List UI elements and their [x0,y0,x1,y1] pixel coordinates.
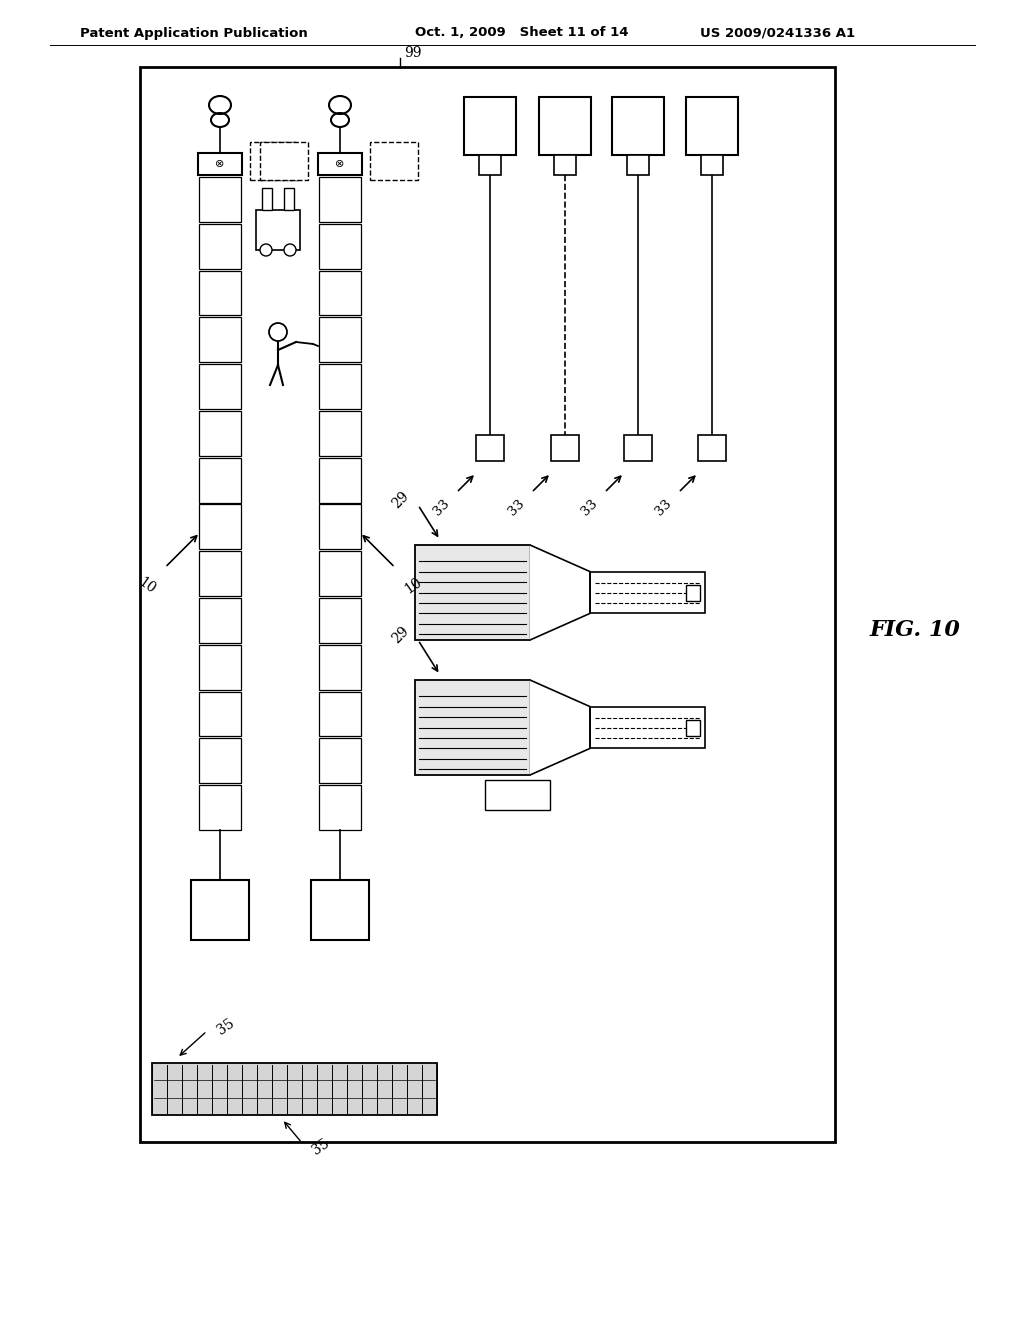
Bar [319,598,361,643]
Bar [590,572,705,614]
Text: 33: 33 [506,496,527,517]
Bar [319,458,361,503]
Bar [199,504,241,549]
Text: Oct. 1, 2009   Sheet 11 of 14: Oct. 1, 2009 Sheet 11 of 14 [415,26,629,40]
Bar [250,143,298,180]
Bar [262,187,272,210]
Text: 35: 35 [310,1137,333,1158]
Bar [551,436,579,461]
Text: 10: 10 [135,574,158,597]
Bar [415,680,530,775]
Bar [485,780,550,810]
Text: 35: 35 [215,1016,238,1038]
Bar [199,411,241,455]
Bar [319,317,361,362]
Bar [319,364,361,409]
Bar [311,880,369,940]
Bar [319,738,361,783]
Circle shape [269,323,287,341]
Bar [199,598,241,643]
Bar [479,154,501,176]
Bar [260,143,308,180]
Text: 33: 33 [431,496,453,517]
Polygon shape [530,545,590,640]
Bar [624,436,652,461]
Bar [319,411,361,455]
Text: ⊗: ⊗ [335,158,345,169]
Bar [284,187,294,210]
Text: 99: 99 [404,46,422,59]
Text: US 2009/0241336 A1: US 2009/0241336 A1 [700,26,855,40]
Bar [199,738,241,783]
Bar [198,153,242,176]
Bar [701,154,723,176]
Bar [539,96,591,154]
Text: 33: 33 [580,496,600,517]
Bar [476,436,504,461]
Bar [319,271,361,315]
Bar [199,364,241,409]
Bar [199,785,241,830]
Text: FIG. 10: FIG. 10 [870,619,961,642]
Bar [199,224,241,268]
Bar [199,645,241,689]
Bar [612,96,664,154]
Bar [140,67,835,1142]
Bar [686,719,700,735]
Bar [199,692,241,737]
Bar [319,692,361,737]
Bar [590,706,705,748]
Bar [319,177,361,222]
Text: 10: 10 [402,574,425,597]
Bar [319,224,361,268]
Bar [627,154,649,176]
Bar [199,458,241,503]
Bar [199,271,241,315]
Bar [318,153,362,176]
Bar [686,96,738,154]
Bar [686,585,700,601]
Bar [319,785,361,830]
Bar [199,177,241,222]
Text: 29: 29 [390,624,412,645]
Bar [698,436,726,461]
Text: ⊗: ⊗ [215,158,224,169]
Text: 29: 29 [390,488,412,511]
Bar [199,317,241,362]
Circle shape [260,244,272,256]
Polygon shape [530,680,590,775]
Bar [319,645,361,689]
Text: Patent Application Publication: Patent Application Publication [80,26,308,40]
Bar [152,1063,437,1115]
Bar [319,504,361,549]
Text: 33: 33 [653,496,675,517]
Bar [191,880,249,940]
Bar [415,545,530,640]
Circle shape [284,244,296,256]
Bar [370,143,418,180]
Bar [199,552,241,597]
Bar [319,552,361,597]
Bar [256,210,300,249]
Bar [464,96,516,154]
Bar [554,154,575,176]
